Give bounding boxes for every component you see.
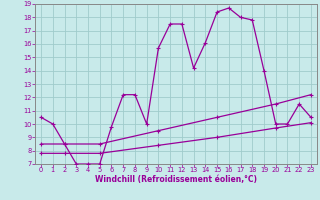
X-axis label: Windchill (Refroidissement éolien,°C): Windchill (Refroidissement éolien,°C) (95, 175, 257, 184)
